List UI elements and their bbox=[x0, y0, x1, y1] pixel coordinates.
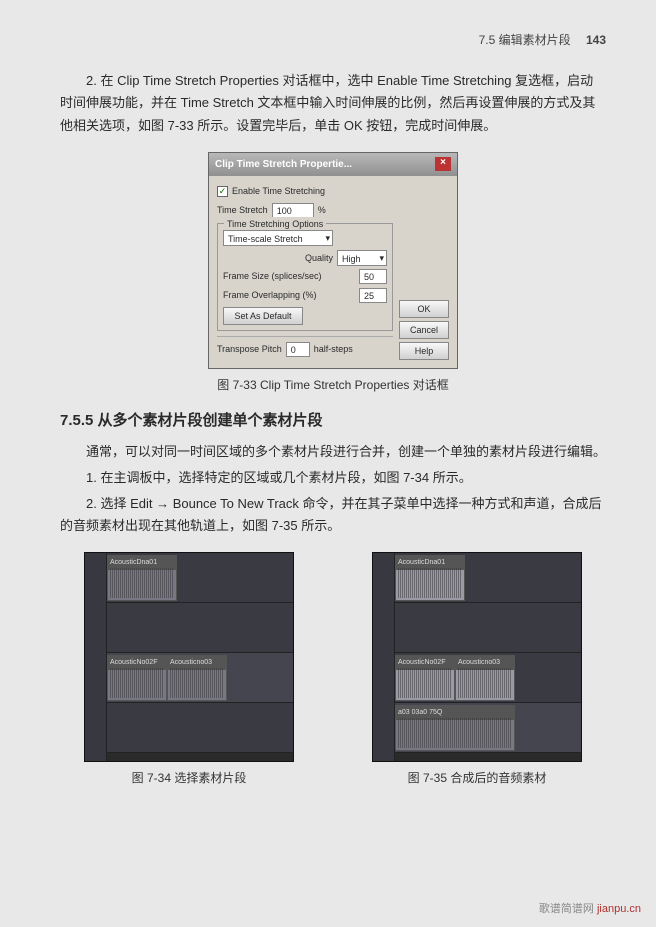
section-7-5-5-title: 7.5.5 从多个素材片段创建单个素材片段 bbox=[60, 408, 606, 434]
overlap-label: Frame Overlapping (%) bbox=[223, 288, 355, 303]
method-select[interactable]: Time-scale Stretch bbox=[223, 230, 333, 246]
ok-button[interactable]: OK bbox=[399, 300, 449, 318]
dialog-titlebar: Clip Time Stretch Propertie... × bbox=[209, 153, 457, 176]
transpose-input[interactable]: 0 bbox=[286, 342, 310, 357]
paragraph-intro: 通常，可以对同一时间区域的多个素材片段进行合并，创建一个单独的素材片段进行编辑。 bbox=[60, 441, 606, 463]
percent-label: % bbox=[318, 203, 326, 218]
enable-stretch-checkbox[interactable]: ✓ bbox=[217, 186, 228, 197]
stretch-options-group: Time Stretching Options Time-scale Stret… bbox=[217, 223, 393, 331]
figures-row: AcousticDna01 AcousticNo02F Acousticno03… bbox=[60, 552, 606, 762]
figure-7-34: AcousticDna01 AcousticNo02F Acousticno03 bbox=[84, 552, 294, 762]
time-stretch-label: Time Stretch bbox=[217, 203, 268, 218]
section-label: 7.5 编辑素材片段 bbox=[479, 33, 571, 47]
figure-7-35: AcousticDna01 AcousticNo02F Acousticno03… bbox=[372, 552, 582, 762]
clip-time-stretch-dialog: Clip Time Stretch Propertie... × ✓ Enabl… bbox=[208, 152, 458, 369]
page-number: 143 bbox=[586, 33, 606, 47]
frame-size-label: Frame Size (splices/sec) bbox=[223, 269, 355, 284]
dialog-title: Clip Time Stretch Propertie... bbox=[215, 156, 352, 173]
frame-size-input[interactable]: 50 bbox=[359, 269, 387, 284]
watermark-url: jianpu.cn bbox=[597, 903, 641, 915]
paragraph-step-2: 2. 在 Clip Time Stretch Properties 对话框中，选… bbox=[60, 70, 606, 136]
caption-7-34: 图 7-34 选择素材片段 bbox=[60, 768, 318, 788]
overlap-input[interactable]: 25 bbox=[359, 288, 387, 303]
watermark: 歌谱简谱网 jianpu.cn bbox=[539, 900, 641, 919]
caption-7-33: 图 7-33 Clip Time Stretch Properties 对话框 bbox=[60, 375, 606, 395]
half-steps-label: half-steps bbox=[314, 342, 353, 357]
paragraph-step-1b: 1. 在主调板中，选择特定的区域或几个素材片段，如图 7-34 所示。 bbox=[60, 467, 606, 489]
quality-select[interactable]: High bbox=[337, 250, 387, 266]
set-default-button[interactable]: Set As Default bbox=[223, 307, 303, 325]
watermark-cn: 歌谱简谱网 bbox=[539, 903, 594, 915]
close-icon[interactable]: × bbox=[435, 157, 451, 171]
paragraph-step-2b: 2. 选择 Edit → Bounce To New Track 命令，并在其子… bbox=[60, 493, 606, 537]
enable-stretch-label: Enable Time Stretching bbox=[232, 184, 325, 199]
caption-7-35: 图 7-35 合成后的音频素材 bbox=[348, 768, 606, 788]
cancel-button[interactable]: Cancel bbox=[399, 321, 449, 339]
figure-7-33-container: Clip Time Stretch Propertie... × ✓ Enabl… bbox=[60, 152, 606, 369]
transpose-label: Transpose Pitch bbox=[217, 342, 282, 357]
time-stretch-input[interactable]: 100 bbox=[272, 203, 314, 218]
help-button[interactable]: Help bbox=[399, 342, 449, 360]
page-header: 7.5 编辑素材片段 143 bbox=[60, 30, 606, 50]
quality-label: Quality bbox=[305, 251, 333, 266]
